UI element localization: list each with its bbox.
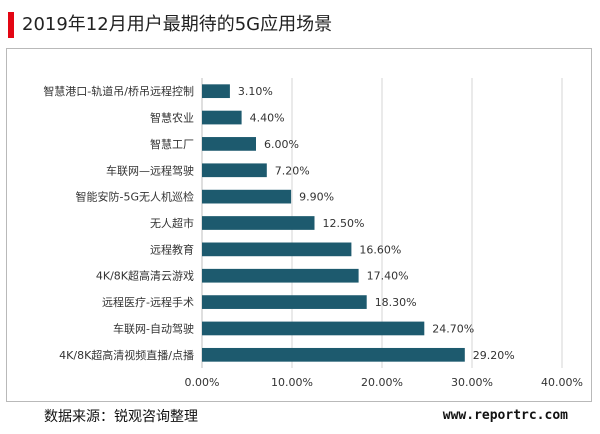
- category-label: 车联网-自动驾驶: [113, 321, 194, 335]
- category-label: 远程医疗-远程手术: [102, 295, 194, 309]
- bar: [202, 321, 425, 336]
- x-tick-label: 20.00%: [361, 376, 403, 389]
- bar: [202, 216, 315, 230]
- category-label: 4K/8K超高清云游戏: [96, 269, 194, 283]
- bar: [202, 137, 256, 151]
- bar: [202, 242, 352, 257]
- category-label: 4K/8K超高清视频直播/点播: [59, 348, 194, 362]
- value-label: 3.10%: [238, 85, 273, 98]
- page-title: 2019年12月用户最期待的5G应用场景: [22, 14, 333, 35]
- x-tick-label: 40.00%: [541, 376, 583, 389]
- bar: [202, 110, 242, 125]
- category-label: 智慧港口-轨道吊/桥吊远程控制: [43, 84, 194, 98]
- category-label: 智慧工厂: [150, 137, 194, 151]
- chart-frame: [6, 48, 592, 402]
- category-label: 无人超市: [150, 216, 194, 230]
- value-label: 29.20%: [473, 349, 515, 362]
- bar: [202, 295, 367, 309]
- value-label: 4.40%: [250, 112, 285, 125]
- category-label: 车联网—远程驾驶: [106, 163, 194, 177]
- value-label: 17.40%: [367, 270, 409, 283]
- value-label: 7.20%: [275, 164, 310, 177]
- category-label: 远程教育: [150, 242, 194, 256]
- bar: [202, 268, 359, 283]
- x-tick-label: 0.00%: [185, 376, 220, 389]
- value-label: 18.30%: [375, 296, 417, 309]
- title-accent-bar: [8, 12, 14, 38]
- value-label: 9.90%: [299, 191, 334, 204]
- data-source: 数据来源：锐观咨询整理: [44, 409, 198, 425]
- category-label: 智能安防-5G无人机巡检: [76, 190, 195, 204]
- value-label: 24.70%: [432, 322, 474, 335]
- website-url: www.reportrc.com: [442, 408, 568, 423]
- value-label: 6.00%: [264, 138, 299, 151]
- value-label: 12.50%: [323, 217, 365, 230]
- bar: [202, 84, 230, 99]
- bar: [202, 347, 465, 362]
- value-label: 16.60%: [359, 243, 401, 256]
- x-tick-label: 30.00%: [451, 376, 493, 389]
- bar: [202, 163, 267, 178]
- x-tick-label: 10.00%: [271, 376, 313, 389]
- category-label: 智慧农业: [150, 111, 194, 125]
- bar: [202, 189, 292, 204]
